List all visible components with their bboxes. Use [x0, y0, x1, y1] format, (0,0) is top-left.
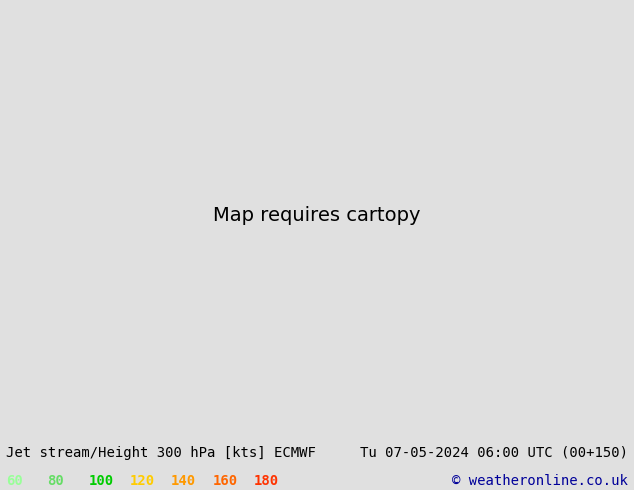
Text: 160: 160 — [212, 474, 238, 488]
Text: Tu 07-05-2024 06:00 UTC (00+150): Tu 07-05-2024 06:00 UTC (00+150) — [359, 446, 628, 460]
Text: © weatheronline.co.uk: © weatheronline.co.uk — [452, 474, 628, 488]
Text: 100: 100 — [89, 474, 114, 488]
Text: 180: 180 — [254, 474, 279, 488]
Text: 80: 80 — [48, 474, 64, 488]
Text: Map requires cartopy: Map requires cartopy — [213, 206, 421, 225]
Text: Jet stream/Height 300 hPa [kts] ECMWF: Jet stream/Height 300 hPa [kts] ECMWF — [6, 446, 316, 460]
Text: 140: 140 — [171, 474, 197, 488]
Text: 120: 120 — [130, 474, 155, 488]
Text: 60: 60 — [6, 474, 23, 488]
